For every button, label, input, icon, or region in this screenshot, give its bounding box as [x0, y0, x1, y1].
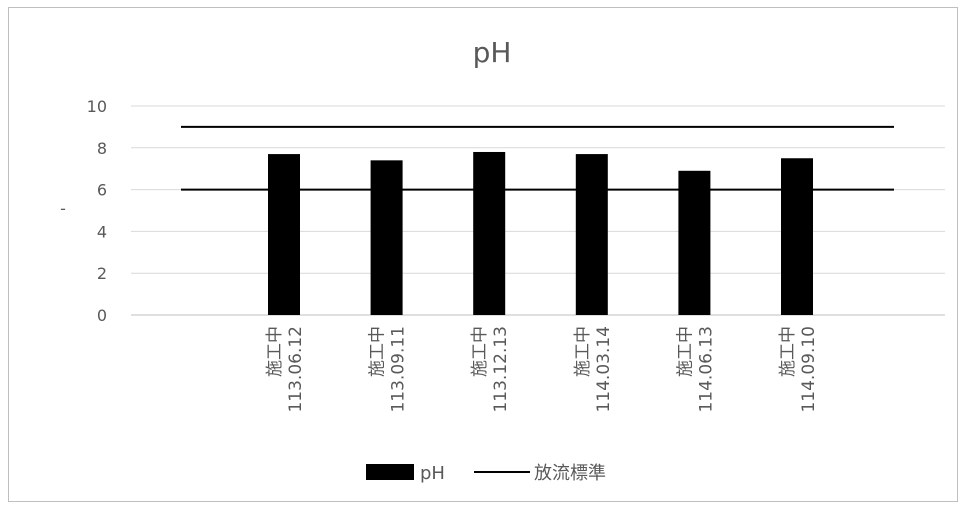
- x-tick-label: 113.12.13: [491, 326, 511, 413]
- legend-swatch-ph: [366, 464, 414, 480]
- y-axis-label: -: [60, 199, 66, 218]
- bar-ph: [370, 160, 403, 315]
- bar-ph: [781, 158, 813, 315]
- y-tick-label: 6: [97, 181, 107, 200]
- x-tick-label: 施工中: [573, 326, 593, 377]
- x-tick-label: 施工中: [675, 326, 695, 377]
- x-tick-label: 114.09.10: [799, 326, 819, 413]
- x-tick-label: 114.06.13: [696, 326, 716, 413]
- x-category-label: 施工中 114.03.14: [573, 326, 614, 413]
- x-tick-label: 113.09.11: [389, 326, 409, 413]
- x-category-label: 施工中 114.06.13: [675, 326, 716, 413]
- legend-label-ph: pH: [420, 463, 445, 484]
- x-tick-label: 施工中: [470, 326, 490, 377]
- legend-label-standard: 放流標準: [534, 463, 606, 484]
- x-category-label: 施工中 113.09.11: [368, 326, 409, 413]
- y-tick-label: 8: [97, 139, 107, 158]
- x-tick-label: 施工中: [368, 326, 388, 377]
- x-tick-label: 113.06.12: [286, 326, 306, 413]
- x-category-label: 施工中 114.09.10: [778, 326, 819, 413]
- x-category-label: 施工中 113.12.13: [470, 326, 511, 413]
- x-tick-label: 施工中: [778, 326, 798, 377]
- bar-ph: [473, 151, 506, 315]
- x-tick-label: 施工中: [265, 326, 285, 377]
- bar-ph: [575, 154, 608, 315]
- y-tick-label: 10: [87, 97, 107, 116]
- chart-title: pH: [473, 36, 512, 69]
- y-tick-label: 0: [97, 306, 107, 325]
- bar-ph: [678, 170, 711, 315]
- x-tick-label: 114.03.14: [594, 326, 614, 413]
- y-tick-label: 4: [97, 222, 107, 241]
- y-tick-label: 2: [97, 264, 107, 283]
- bar-ph: [268, 154, 300, 315]
- x-category-label: 施工中 113.06.12: [265, 326, 306, 413]
